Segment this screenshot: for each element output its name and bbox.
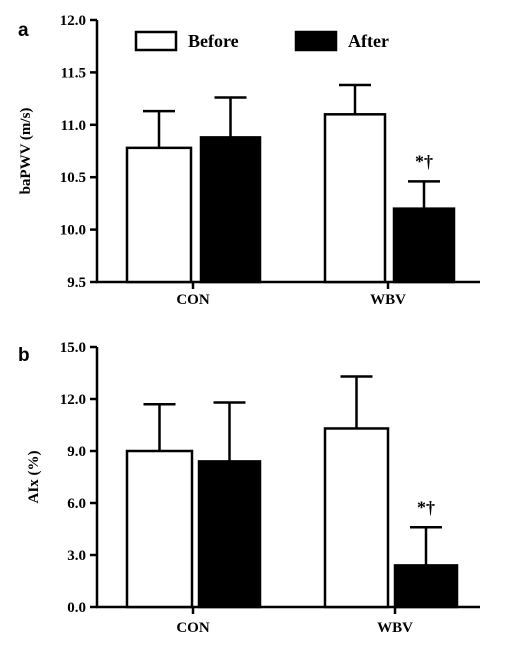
bar-after-wbv <box>393 564 459 609</box>
panel-label-a: a <box>18 20 29 41</box>
y-tick-label: 6.0 <box>67 496 86 512</box>
y-tick-label: 0.0 <box>67 600 86 616</box>
legend-label-after: After <box>348 31 389 51</box>
bar-before-con <box>125 146 193 284</box>
y-axis-label: AIx (%) <box>26 451 42 504</box>
x-tick-label-con: CON <box>176 620 210 636</box>
x-tick-label-wbv: WBV <box>370 292 406 308</box>
bar-before-wbv <box>323 427 390 609</box>
legend-swatch-before <box>134 30 178 52</box>
y-tick-label: 12.0 <box>60 13 86 29</box>
panel-label-b: b <box>18 345 30 366</box>
x-tick-label-wbv: WBV <box>377 620 413 636</box>
significance-marker: *† <box>417 497 435 517</box>
y-tick-label: 9.0 <box>67 444 86 460</box>
significance-marker: *† <box>415 151 433 171</box>
y-tick-label: 11.0 <box>61 118 86 134</box>
y-tick-label: 15.0 <box>60 340 86 356</box>
y-tick-label: 12.0 <box>60 392 86 408</box>
bar-after-con <box>197 460 262 609</box>
y-tick-label: 3.0 <box>67 548 86 564</box>
y-tick-label: 10.0 <box>60 223 86 239</box>
legend-swatch-after <box>294 30 338 52</box>
bar-after-wbv <box>392 207 456 284</box>
legend-label-before: Before <box>188 31 239 51</box>
bar-before-con <box>125 449 194 609</box>
y-tick-label: 10.5 <box>60 170 86 186</box>
bar-before-wbv <box>323 113 387 284</box>
y-tick-label: 9.5 <box>67 275 86 291</box>
y-tick-label: 11.5 <box>61 65 86 81</box>
x-tick-label-con: CON <box>176 292 210 308</box>
y-axis-label: baPWV (m/s) <box>18 108 34 195</box>
bar-after-con <box>199 136 262 284</box>
